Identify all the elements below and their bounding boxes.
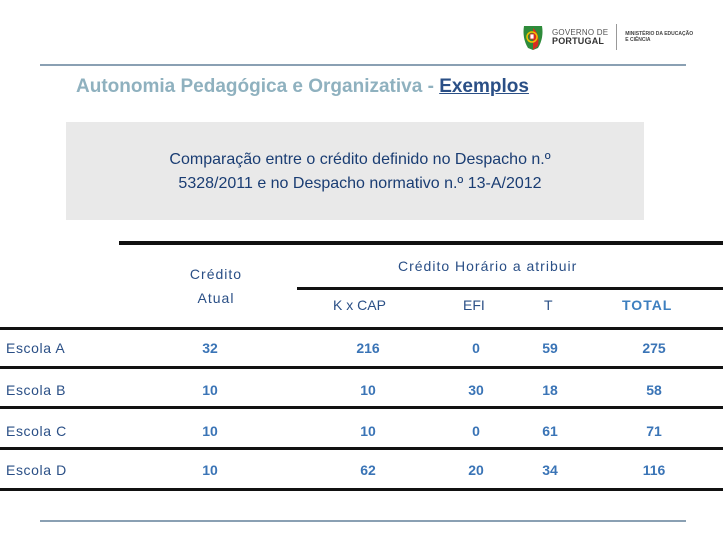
title-main: Autonomia Pedagógica e Organizativa - [76, 76, 440, 97]
cell-t: 18 [542, 382, 558, 398]
government-logo: GOVERNO DE PORTUGAL MINISTÉRIO DA EDUCAÇ… [520, 20, 693, 54]
header-efi: EFI [463, 297, 485, 313]
gov-line2: PORTUGAL [552, 36, 605, 46]
title-emphasis: Exemplos [439, 76, 529, 97]
table-bottom-border [0, 488, 723, 491]
cell-total: 275 [642, 340, 666, 356]
cell-efi: 0 [472, 423, 480, 439]
header-credito-line2: Atual [197, 290, 235, 306]
slide-title: Autonomia Pedagógica e Organizativa - Ex… [76, 76, 529, 98]
header-credito-atual: Crédito Atual [174, 262, 258, 310]
ministry-line2: E CIÊNCIA [625, 37, 651, 43]
row-border [0, 406, 723, 409]
header-total: TOTAL [622, 297, 673, 313]
cell-total: 116 [642, 462, 666, 478]
row-label-escola-d: Escola D [6, 462, 67, 478]
portugal-emblem-icon [520, 22, 546, 52]
row-border [0, 327, 723, 330]
header-t: T [544, 297, 553, 313]
cell-total: 71 [646, 423, 662, 439]
subtitle-box [66, 122, 644, 220]
gov-line1: GOVERNO DE [552, 28, 609, 37]
header-credito-line1: Crédito [189, 266, 243, 282]
ministry-line1: MINISTÉRIO DA EDUCAÇÃO [625, 30, 694, 37]
cell-efi: 0 [472, 340, 480, 356]
cell-efi: 30 [468, 382, 484, 398]
header-credito-horario: Crédito Horário a atribuir [398, 258, 578, 274]
top-rule [40, 64, 686, 66]
header-kxcap: K x CAP [333, 297, 386, 313]
cell-credito: 10 [202, 423, 218, 439]
cell-credito: 10 [202, 382, 218, 398]
header-group-divider [297, 287, 723, 290]
cell-credito: 32 [202, 340, 218, 356]
cell-t: 59 [542, 340, 558, 356]
cell-efi: 20 [468, 462, 484, 478]
cell-t: 61 [542, 423, 558, 439]
row-border [0, 366, 723, 369]
row-label-escola-b: Escola B [6, 382, 67, 398]
row-label-escola-a: Escola A [6, 340, 66, 356]
cell-kxcap: 10 [360, 382, 376, 398]
row-label-escola-c: Escola C [6, 423, 67, 439]
table-header-top-border [119, 241, 723, 245]
cell-kxcap: 10 [360, 423, 376, 439]
logo-divider [616, 24, 618, 50]
cell-total: 58 [646, 382, 662, 398]
subtitle-line2: 5328/2011 e no Despacho normativo n.º 13… [178, 175, 542, 192]
cell-kxcap: 216 [356, 340, 380, 356]
cell-credito: 10 [202, 462, 218, 478]
row-border [0, 447, 723, 450]
bottom-rule [40, 520, 686, 522]
subtitle-line1: Comparação entre o crédito definido no D… [169, 151, 551, 168]
subtitle-text: Comparação entre o crédito definido no D… [100, 148, 620, 196]
cell-kxcap: 62 [360, 462, 376, 478]
cell-t: 34 [542, 462, 558, 478]
